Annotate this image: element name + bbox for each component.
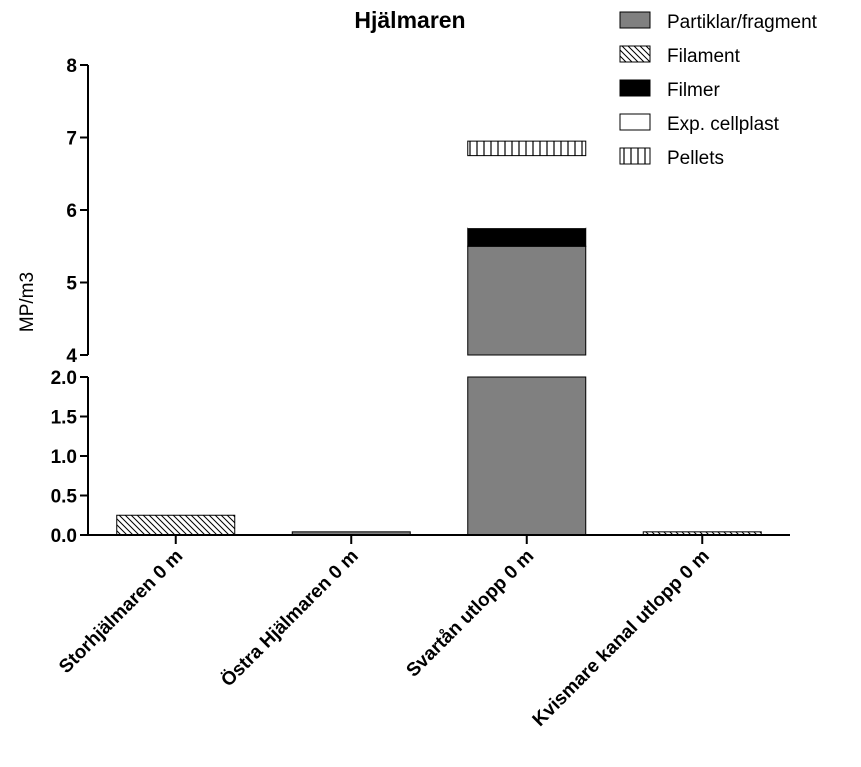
y-tick-label: 7 (66, 129, 77, 150)
legend-swatch-pellets (619, 147, 651, 165)
y-tick-label: 1.0 (51, 447, 77, 468)
legend-label: Exp. cellplast (667, 114, 780, 135)
legend-swatch-partiklar-fragment (619, 11, 651, 29)
bar-segment-exp-cellplast (467, 155, 586, 229)
bar-segment-pellets (467, 140, 587, 157)
x-tick-label: Östra Hjälmaren 0 m (217, 546, 363, 692)
legend-label: Filament (667, 46, 741, 67)
y-tick-label: 0.5 (51, 487, 78, 508)
x-tick-label: Kvismare kanal utlopp 0 m (529, 546, 714, 731)
bar-segment-partiklar-fragment (467, 376, 587, 536)
y-tick-label: 0.0 (51, 526, 77, 547)
y-tick-label: 4 (66, 346, 77, 367)
y-tick-label: 8 (66, 56, 77, 77)
bar-segment-filament (116, 514, 236, 536)
legend-swatch-filament (619, 45, 651, 63)
y-tick-label: 5 (66, 274, 77, 295)
bar-segment-partiklar-fragment (467, 245, 587, 356)
y-axis-title: MP/m3 (17, 272, 38, 332)
y-tick-label: 6 (66, 201, 77, 222)
chart-title: Hjälmaren (354, 7, 465, 33)
x-tick-label: Storhjälmaren 0 m (55, 546, 187, 678)
x-tick-label: Svartån utlopp 0 m (402, 546, 538, 682)
y-tick-label: 2.0 (51, 368, 77, 389)
legend-swatch-filmer (619, 79, 651, 97)
legend-label: Partiklar/fragment (667, 12, 818, 33)
legend-swatch-exp-cellplast (619, 113, 651, 131)
y-tick-label: 1.5 (51, 408, 78, 429)
legend: Partiklar/fragment Filament Filmer Exp. cel… (619, 11, 818, 169)
legend-label: Filmer (667, 80, 720, 101)
bar-segment-filmer (467, 227, 587, 247)
legend-label: Pellets (667, 148, 724, 169)
